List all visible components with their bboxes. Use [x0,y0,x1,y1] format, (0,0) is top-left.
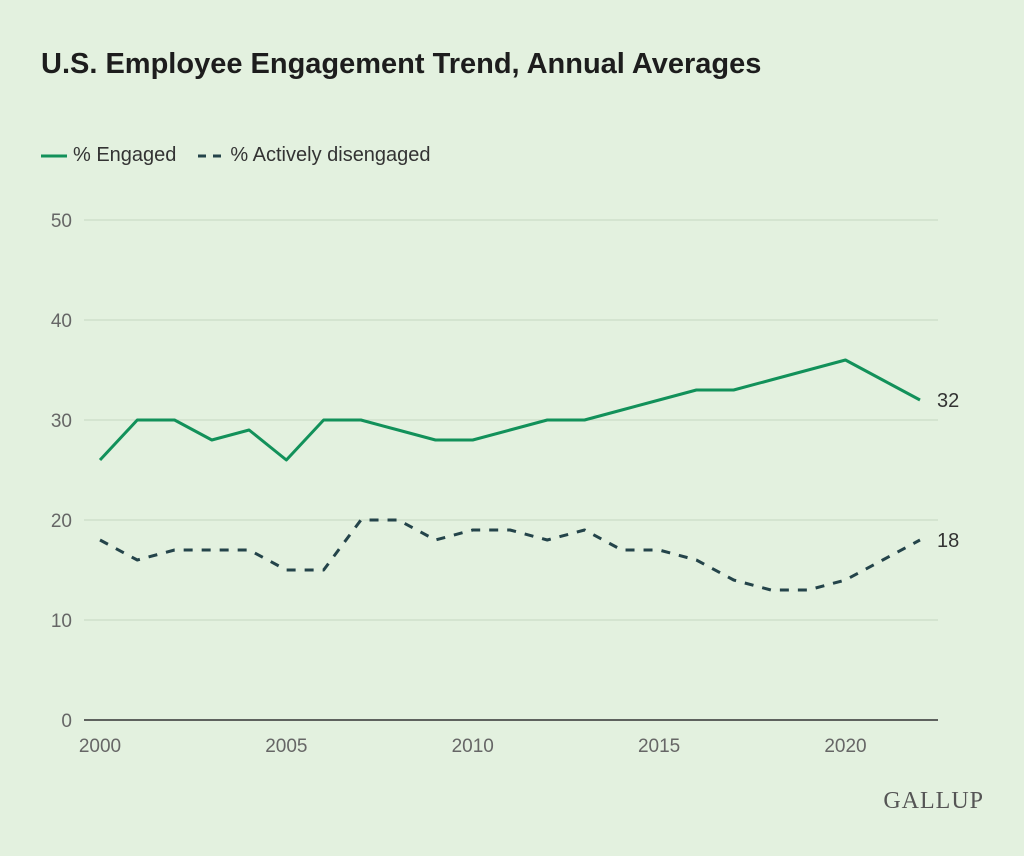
y-tick-label: 20 [51,511,72,532]
y-tick-label: 0 [61,711,72,732]
engaged-line [98,358,921,462]
y-tick-label: 10 [51,611,72,632]
legend-solid-line-icon [41,154,67,157]
disengaged-line [99,518,921,592]
end-label: 18 [937,530,959,552]
y-tick-label: 40 [51,311,72,332]
x-tick-label: 2015 [638,736,680,757]
end-label: 32 [937,390,959,412]
legend-disengaged: % Actively disengaged [198,144,431,167]
chart-title: U.S. Employee Engagement Trend, Annual A… [41,48,762,80]
legend-disengaged-label: % Actively disengaged [230,144,431,166]
x-tick-label: 2010 [452,736,494,757]
y-tick-label: 30 [51,411,72,432]
x-tick-label: 2000 [79,736,121,757]
legend-engaged-label: % Engaged [73,144,177,166]
y-tick-label: 50 [51,211,72,232]
gallup-logo: GALLUP [883,788,984,814]
legend: % Engaged % Actively disengaged [41,144,445,167]
legend-dashed-line-icon [198,154,225,157]
legend-engaged: % Engaged [41,144,176,167]
x-tick-label: 2020 [824,736,866,757]
x-tick-label: 2005 [265,736,307,757]
